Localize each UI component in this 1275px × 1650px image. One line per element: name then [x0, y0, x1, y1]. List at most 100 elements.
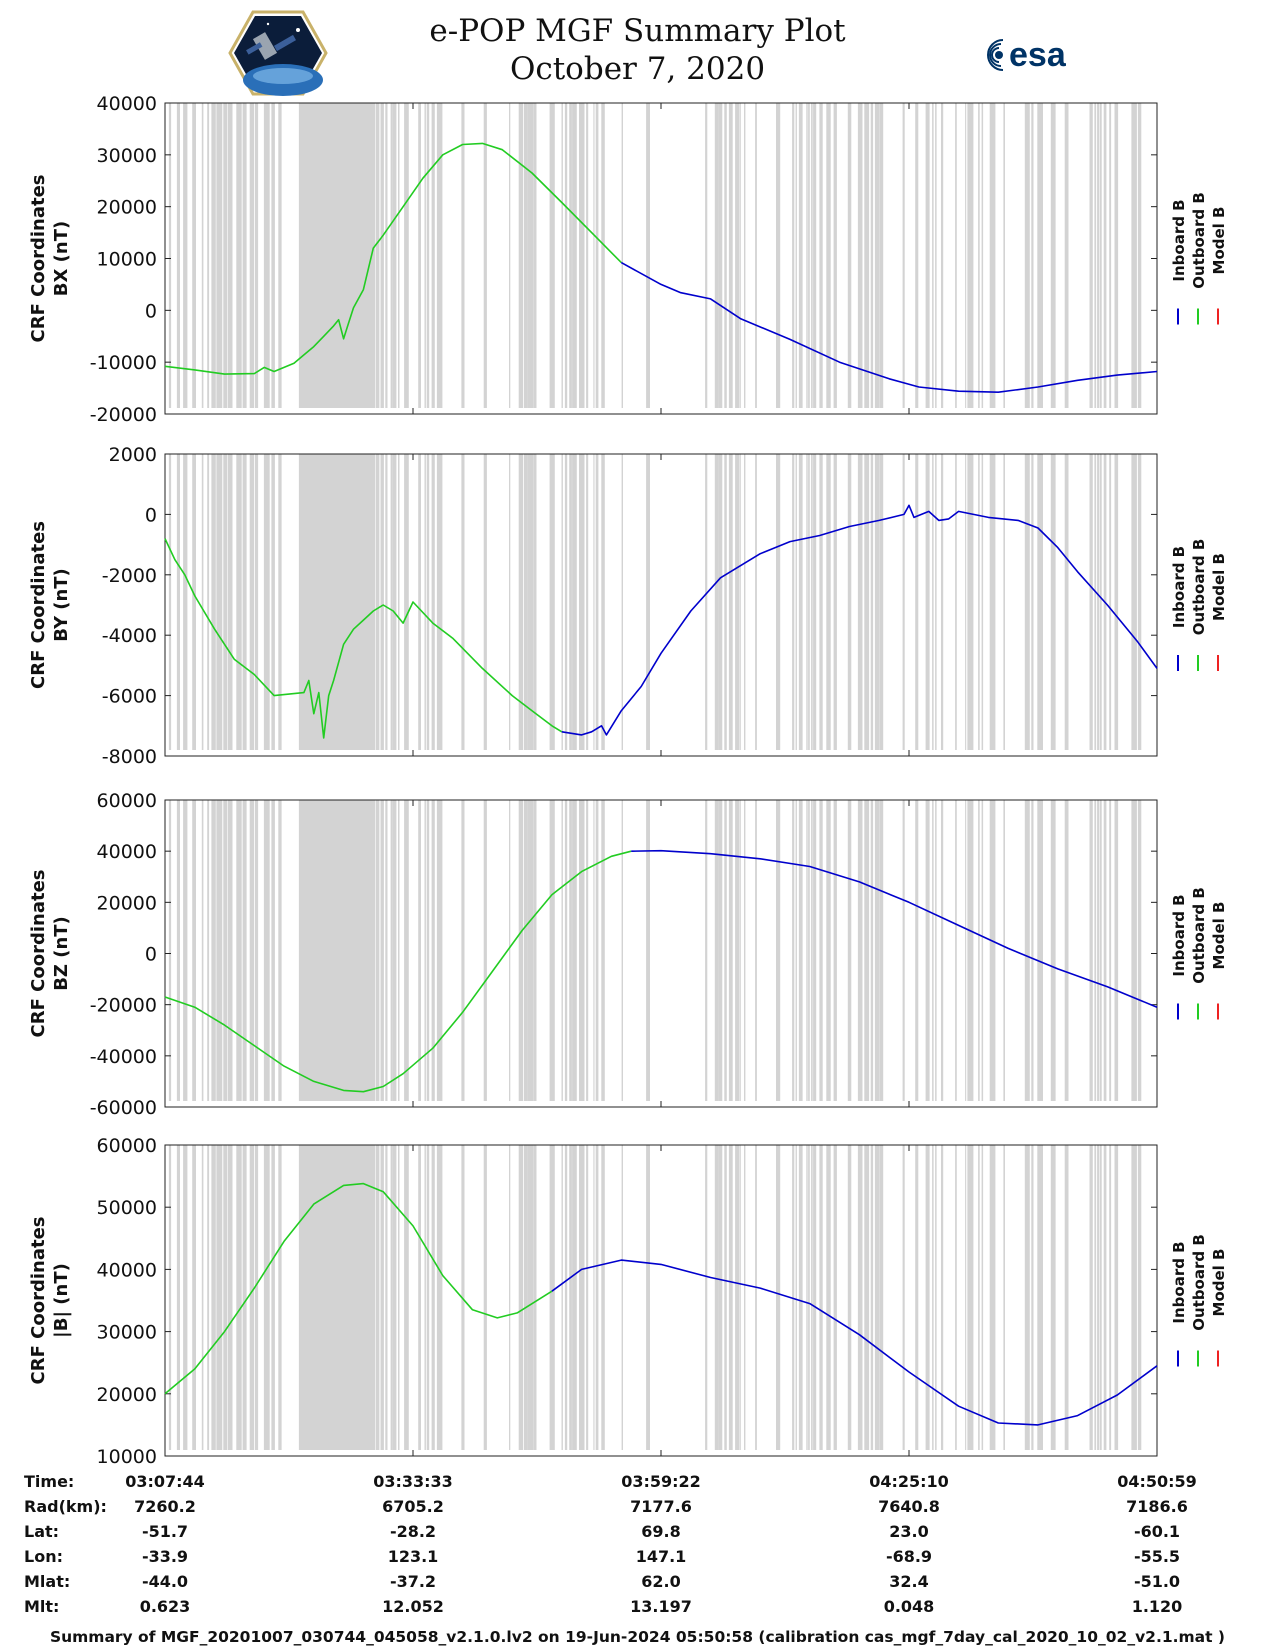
gap-stripe [870, 1145, 874, 1450]
gap-stripe [798, 1145, 803, 1450]
legend-label: Inboard B [1170, 894, 1188, 976]
gap-stripe [879, 454, 884, 750]
table-row-label: Rad(km): [24, 1497, 107, 1516]
gap-stripe [298, 1145, 374, 1450]
gap-stripe [902, 800, 905, 1101]
gap-stripe [392, 800, 397, 1101]
gap-stripe [1024, 454, 1030, 750]
gap-stripe [792, 454, 795, 750]
title-line-1: e-POP MGF Summary Plot [429, 13, 846, 49]
gap-stripe [461, 103, 465, 408]
gap-stripe [263, 454, 270, 750]
y-tick-label: 40000 [97, 1259, 157, 1281]
gap-stripe [978, 454, 980, 750]
gap-stripe [798, 103, 803, 408]
gap-stripe [236, 1145, 242, 1450]
gap-stripe [426, 103, 430, 408]
gap-stripe [1137, 800, 1142, 1101]
gap-stripe [254, 1145, 259, 1450]
gap-stripe [1099, 800, 1102, 1101]
x-tick-label: 03:33:33 [373, 1472, 453, 1491]
gap-stripe [254, 454, 259, 750]
gap-stripe [1094, 454, 1097, 750]
gap-stripe [965, 103, 967, 408]
gap-stripe [811, 103, 813, 408]
gap-stripe [586, 454, 589, 750]
gap-stripe [1137, 1145, 1142, 1450]
gap-stripe [392, 1145, 397, 1450]
gap-stripe [646, 454, 650, 750]
y-tick-label: 20000 [97, 892, 157, 914]
gap-stripe [932, 454, 934, 750]
gap-stripe [714, 800, 719, 1101]
gap-stripe [392, 103, 397, 408]
gap-stripe [385, 800, 388, 1101]
gap-stripe [523, 103, 528, 408]
gap-stripe [735, 800, 740, 1101]
gap-stripe [227, 1145, 233, 1450]
gap-stripe [572, 800, 577, 1101]
gap-stripe [1094, 800, 1097, 1101]
gap-stripe [533, 103, 537, 408]
gap-stripe [621, 454, 623, 750]
gap-stripe [201, 1145, 204, 1450]
legend-label: Outboard B [1190, 192, 1208, 289]
gap-stripe [621, 800, 623, 1101]
table-cell: 7260.2 [134, 1497, 196, 1516]
gap-stripe [579, 454, 585, 750]
gap-stripe [1037, 454, 1043, 750]
gap-stripe [509, 800, 511, 1101]
gap-stripe [826, 1145, 831, 1450]
gap-stripe [989, 800, 996, 1101]
gap-stripe [806, 800, 808, 1101]
gap-stripe [223, 454, 227, 750]
gap-stripe [1099, 103, 1102, 408]
gap-stripe [728, 103, 733, 408]
gap-stripe [915, 1145, 919, 1450]
gap-stripe [533, 1145, 537, 1450]
panel-2: 2000 0 -2000 -4000 -6000 -8000 CRF Coordinates… [28, 444, 1228, 768]
gap-stripe [989, 103, 996, 408]
gap-stripe [211, 454, 216, 750]
gap-stripe [1131, 800, 1137, 1101]
x-tick-label: 03:07:44 [125, 1472, 205, 1491]
gap-stripe [819, 454, 823, 750]
gap-stripe [989, 1145, 996, 1450]
gap-stripe [527, 1145, 534, 1450]
gap-stripe [1099, 1145, 1102, 1450]
gap-stripe [518, 800, 524, 1101]
gap-stripe [808, 800, 810, 1101]
gap-stripe [1109, 1145, 1112, 1450]
table-row-label: Mlat: [24, 1572, 70, 1591]
gap-stripe [719, 103, 723, 408]
gap-stripe [426, 454, 430, 750]
gap-stripe [390, 800, 393, 1101]
gap-stripe [1131, 103, 1137, 408]
table-cell: 7186.6 [1126, 1497, 1188, 1516]
table-cell: -51.0 [1134, 1572, 1180, 1591]
gap-stripe [271, 1145, 275, 1450]
gap-stripe [739, 103, 741, 408]
y-axis-label-line-1: CRF Coordinates [28, 870, 49, 1038]
gap-stripe [431, 454, 435, 750]
gap-stripe [398, 1145, 400, 1450]
gap-stripe [1137, 454, 1142, 750]
gap-stripe [1031, 103, 1034, 408]
cassiope-logo-icon [228, 10, 328, 96]
gap-stripe [523, 454, 528, 750]
y-tick-label: 0 [145, 504, 157, 526]
gap-stripe [236, 454, 242, 750]
gap-stripe [201, 800, 204, 1101]
gap-stripe [798, 800, 803, 1101]
gap-stripe [176, 1145, 180, 1450]
gap-stripe [808, 454, 810, 750]
gap-stripe [646, 800, 650, 1101]
gap-stripe [1097, 1145, 1100, 1450]
y-tick-label: 10000 [97, 1446, 157, 1468]
gap-stripe [857, 800, 863, 1101]
gap-stripe [925, 454, 930, 750]
gap-stripe [404, 1145, 409, 1450]
table-cell: 12.052 [382, 1597, 444, 1616]
gap-stripe [298, 103, 374, 408]
gap-stripe [390, 103, 393, 408]
